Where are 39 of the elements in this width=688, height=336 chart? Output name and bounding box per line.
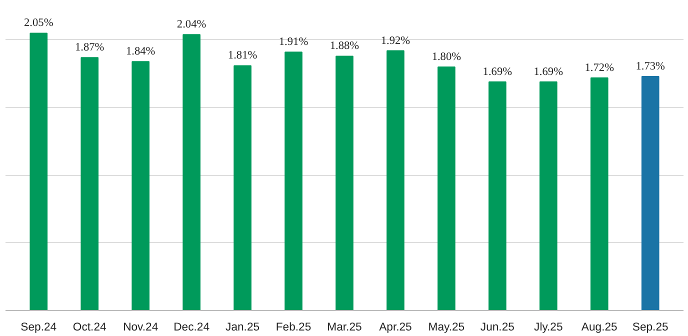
data-label: 1.69%	[482, 66, 513, 78]
x-tick-label: Dec.24	[174, 322, 210, 334]
bar	[386, 50, 404, 310]
bar	[336, 56, 354, 310]
bar	[234, 65, 252, 310]
bar	[641, 76, 660, 310]
data-label: 1.92%	[380, 34, 411, 47]
x-tick-label: Jun.25	[480, 322, 514, 334]
x-tick-label: Sep.25	[632, 322, 668, 334]
bar	[540, 81, 558, 310]
bar	[182, 34, 200, 310]
x-tick-label: Oct.24	[72, 322, 106, 334]
x-tick-label: Mar.25	[327, 322, 362, 334]
x-tick-label: Sep.24	[20, 322, 57, 334]
bar	[488, 81, 506, 310]
x-tick-label: Jan.25	[226, 322, 260, 334]
x-tick-label: Apr.25	[379, 322, 412, 334]
bar	[132, 61, 150, 310]
data-label: 1.69%	[534, 66, 564, 78]
data-label: 1.80%	[432, 51, 462, 64]
data-label: 2.04%	[176, 18, 207, 31]
data-label: 2.05%	[24, 17, 54, 30]
data-label: 1.84%	[126, 46, 156, 58]
data-label: 1.91%	[278, 36, 309, 48]
x-tick-label: Nov.24	[123, 322, 158, 334]
x-tick-label: Jly.25	[534, 322, 563, 334]
bar	[590, 77, 608, 310]
data-label: 1.73%	[636, 60, 666, 73]
data-label: 1.88%	[330, 40, 360, 52]
x-tick-label: Feb.25	[276, 322, 312, 334]
x-tick-label: May.25	[428, 322, 465, 334]
bar	[80, 57, 99, 310]
bar	[30, 32, 48, 310]
x-tick-label: Aug.25	[581, 322, 618, 334]
data-label: 1.72%	[584, 62, 615, 74]
data-label: 1.81%	[228, 50, 258, 62]
bar	[284, 52, 302, 310]
data-label: 1.87%	[74, 42, 105, 54]
bar	[438, 66, 456, 310]
